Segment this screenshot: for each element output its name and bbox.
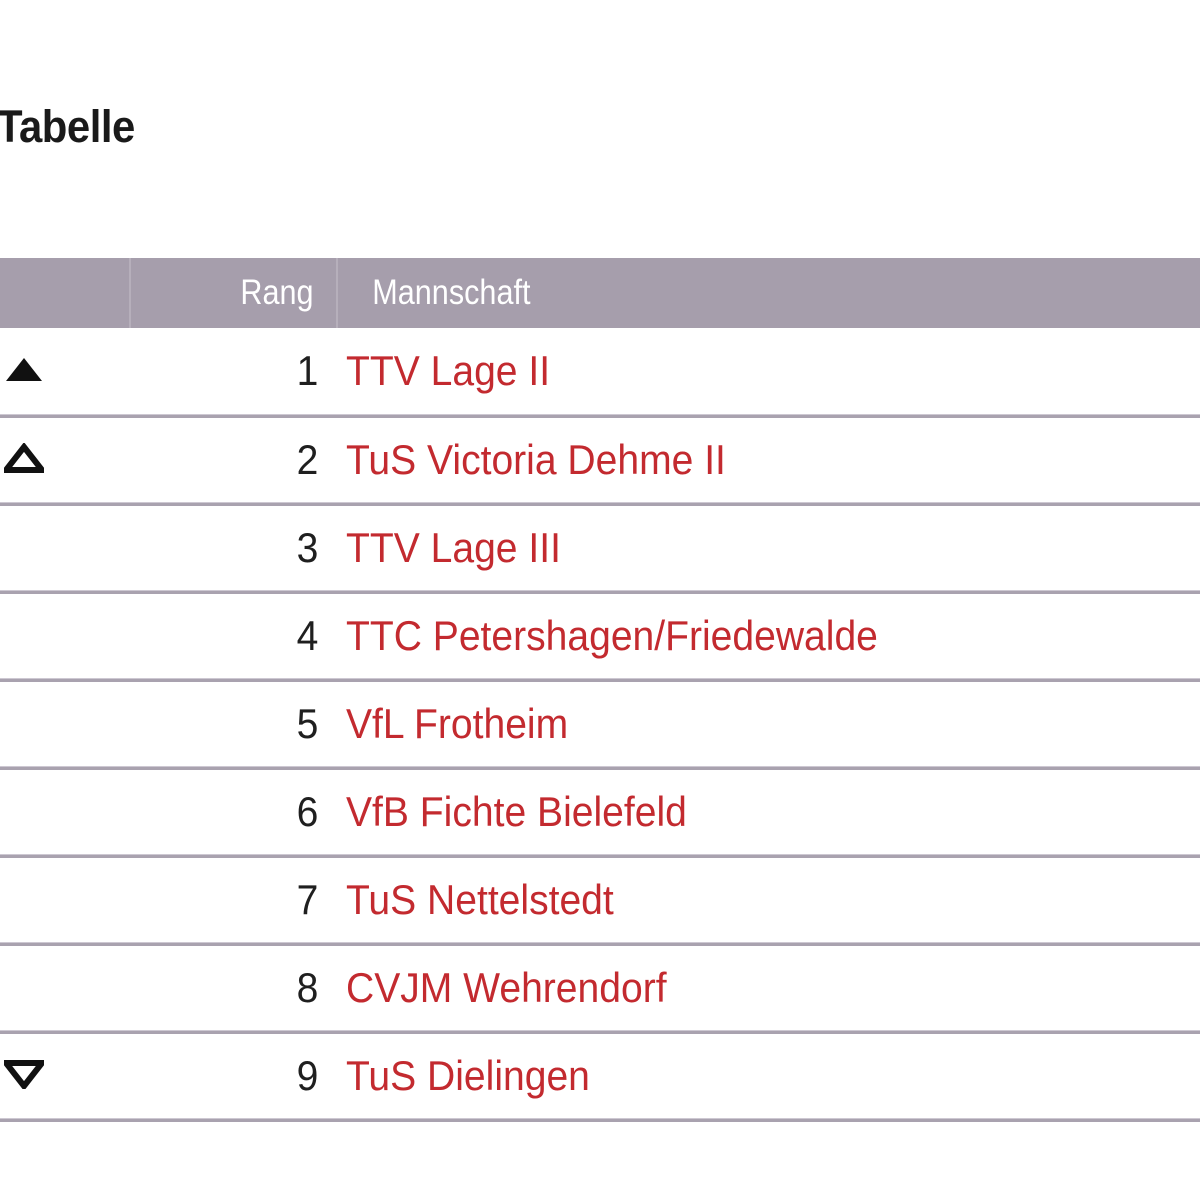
triangle-down-outline-icon [4, 1059, 44, 1089]
team-link[interactable]: TuS Victoria Dehme II [346, 436, 726, 483]
column-header-movement[interactable] [3, 258, 128, 328]
cell-movement [0, 1032, 130, 1122]
cell-movement [0, 680, 130, 770]
table-row[interactable]: 6 VfB Fichte Bielefeld [0, 768, 1200, 858]
cell-team[interactable]: VfL Frotheim [337, 680, 1200, 770]
cell-movement [0, 592, 130, 682]
cell-movement [0, 416, 130, 506]
rank-value: 5 [296, 700, 318, 747]
table-row[interactable]: 5 VfL Frotheim [0, 680, 1200, 770]
table-row[interactable]: 7 TuS Nettelstedt [0, 856, 1200, 946]
cell-team[interactable]: TuS Nettelstedt [337, 856, 1200, 946]
table-row[interactable]: 4 TTC Petershagen/Friedewalde [0, 592, 1200, 682]
team-link[interactable]: VfL Frotheim [346, 700, 569, 747]
column-header-team-label: Mannschaft [372, 273, 531, 312]
table-body: 1 TTV Lage II 2 TuS Victoria Dehme II 3 TTV L… [0, 328, 1200, 1122]
triangle-up-filled-icon [4, 354, 44, 384]
movement-none [4, 795, 44, 825]
team-link[interactable]: TTV Lage III [346, 524, 561, 571]
cell-movement [0, 856, 130, 946]
cell-rank: 6 [130, 768, 337, 858]
table-row[interactable]: 2 TuS Victoria Dehme II [0, 416, 1200, 506]
table-row[interactable]: 1 TTV Lage II [0, 328, 1200, 418]
team-link[interactable]: CVJM Wehrendorf [346, 964, 667, 1011]
cell-rank: 7 [130, 856, 337, 946]
column-header-team[interactable]: Mannschaft [363, 258, 1174, 328]
cell-rank: 8 [130, 944, 337, 1034]
cell-team[interactable]: TTC Petershagen/Friedewalde [337, 592, 1200, 682]
movement-none [4, 531, 44, 561]
movement-none [4, 707, 44, 737]
movement-none [4, 619, 44, 649]
column-header-rank-label: Rang [240, 273, 314, 312]
cell-rank: 5 [130, 680, 337, 770]
cell-rank: 4 [130, 592, 337, 682]
movement-none [4, 971, 44, 1001]
rank-value: 2 [296, 436, 318, 483]
movement-none [4, 883, 44, 913]
table-header: Rang Mannschaft [0, 258, 1200, 328]
rank-value: 7 [296, 876, 318, 923]
rank-value: 1 [296, 347, 318, 395]
rank-value: 4 [296, 612, 318, 659]
cell-team[interactable]: TTV Lage II [337, 328, 1200, 418]
column-header-rank[interactable]: Rang [136, 258, 332, 328]
rank-value: 8 [296, 964, 318, 1011]
cell-team[interactable]: TuS Dielingen [337, 1032, 1200, 1122]
cell-team[interactable]: TTV Lage III [337, 504, 1200, 594]
team-link[interactable]: TTC Petershagen/Friedewalde [346, 612, 878, 659]
cell-team[interactable]: VfB Fichte Bielefeld [337, 768, 1200, 858]
cell-rank: 2 [130, 416, 337, 506]
page-title: Tabelle [0, 101, 135, 152]
cell-rank: 1 [130, 328, 337, 418]
cell-team[interactable]: CVJM Wehrendorf [337, 944, 1200, 1034]
rank-value: 3 [296, 524, 318, 571]
cell-movement [0, 944, 130, 1034]
cell-rank: 9 [130, 1032, 337, 1122]
rank-value: 9 [296, 1052, 318, 1099]
table-row[interactable]: 3 TTV Lage III [0, 504, 1200, 594]
cell-movement [0, 504, 130, 594]
team-link[interactable]: TuS Nettelstedt [346, 876, 614, 923]
team-link[interactable]: TuS Dielingen [346, 1052, 590, 1099]
cell-team[interactable]: TuS Victoria Dehme II [337, 416, 1200, 506]
standings-table: Rang Mannschaft 1 TTV Lage II 2 TuS Victori… [0, 258, 1200, 1122]
rank-value: 6 [296, 788, 318, 835]
team-link[interactable]: VfB Fichte Bielefeld [346, 788, 687, 835]
table-row[interactable]: 9 TuS Dielingen [0, 1032, 1200, 1122]
cell-movement [0, 768, 130, 858]
table-row[interactable]: 8 CVJM Wehrendorf [0, 944, 1200, 1034]
team-link[interactable]: TTV Lage II [346, 347, 551, 395]
cell-rank: 3 [130, 504, 337, 594]
cell-movement [0, 328, 130, 418]
triangle-up-outline-icon [4, 442, 44, 473]
table-header-row: Rang Mannschaft [0, 258, 1200, 328]
